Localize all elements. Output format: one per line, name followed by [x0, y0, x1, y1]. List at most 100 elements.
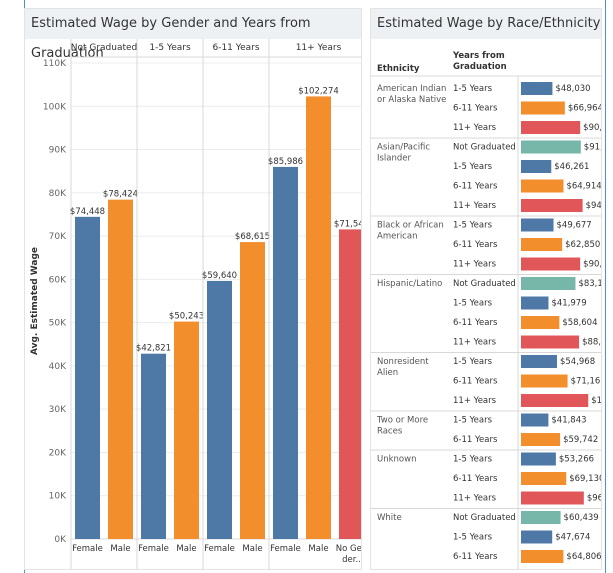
- ethnicity-label: Unknown: [377, 455, 416, 465]
- y-tick-label: 40K: [49, 362, 67, 372]
- x-tick-label: No Gen: [336, 544, 361, 554]
- ethnicity-label: American: [377, 232, 417, 242]
- years-label: 1-5 Years: [453, 162, 493, 172]
- ethnicity-label: Hispanic/Latino: [377, 279, 442, 289]
- group-header: Not Graduated: [71, 43, 138, 53]
- data-label: $102,274: [298, 86, 339, 96]
- data-label: $74,448: [70, 207, 105, 217]
- bar: [306, 96, 331, 540]
- bar: [521, 179, 564, 193]
- bar: [521, 413, 549, 427]
- years-label: 6-11 Years: [453, 377, 498, 387]
- bar: [521, 238, 563, 251]
- y-tick-label: 100K: [43, 102, 67, 112]
- years-label: 1-5 Years: [453, 533, 493, 543]
- data-label: $66,964: [568, 104, 601, 114]
- years-label: 11+ Years: [453, 338, 497, 348]
- bar: [240, 242, 265, 540]
- bar: [521, 199, 583, 212]
- x-tick-label: Male: [242, 544, 262, 554]
- y-tick-label: 30K: [49, 405, 67, 415]
- data-label: $102,737: [591, 396, 601, 406]
- bar: [521, 355, 557, 368]
- ethnicity-label: Islander: [377, 154, 412, 164]
- data-label: $91,376: [584, 143, 601, 153]
- ethnicity-label: Alien: [377, 368, 398, 378]
- years-label: 6-11 Years: [453, 435, 498, 445]
- y-tick-label: 70K: [49, 232, 67, 242]
- data-label: $58,604: [562, 318, 597, 328]
- years-label: 11+ Years: [453, 123, 497, 133]
- x-tick-label: Male: [110, 544, 130, 554]
- x-tick-label: Male: [308, 544, 328, 554]
- bar: [75, 216, 100, 539]
- bar: [521, 452, 556, 466]
- group-header: 11+ Years: [296, 43, 342, 53]
- bar: [174, 321, 199, 539]
- data-label: $49,677: [557, 221, 592, 231]
- bar: [339, 229, 361, 540]
- years-label: Not Graduated: [453, 143, 516, 153]
- years-label: 1-5 Years: [453, 357, 493, 367]
- data-label: $83,178: [578, 279, 601, 289]
- group-header: 1-5 Years: [149, 43, 191, 53]
- bar: [273, 166, 298, 539]
- data-label: $47,674: [555, 533, 590, 543]
- bar: [521, 296, 549, 310]
- data-label: $59,640: [202, 271, 237, 281]
- data-label: $46,261: [554, 162, 589, 172]
- data-label: $50,243: [169, 312, 204, 322]
- ethnicity-label: American Indian: [377, 84, 446, 94]
- data-label: $53,266: [559, 455, 594, 465]
- left-panel-title: Estimated Wage by Gender and Years from …: [25, 9, 361, 61]
- bar: [141, 353, 166, 539]
- data-label: $88,708: [582, 338, 601, 348]
- y-tick-label: 80K: [49, 189, 67, 199]
- data-label: $71,169: [571, 377, 601, 387]
- data-label: $41,843: [551, 416, 586, 426]
- years-label: 11+ Years: [453, 201, 497, 211]
- gender-wage-chart: Avg. Estimated Wage 0K 10K 20K 30K 40K 50K 60K 7…: [30, 39, 361, 569]
- bar: [207, 280, 232, 539]
- bar: [521, 550, 564, 563]
- x-tick-label: der..: [342, 555, 361, 565]
- data-label: $78,424: [103, 190, 138, 200]
- years-label: 6-11 Years: [453, 552, 498, 562]
- x-tick-label: Female: [138, 544, 169, 554]
- data-label: $59,742: [563, 435, 598, 445]
- bar: [521, 511, 561, 524]
- bar: [521, 277, 576, 290]
- years-label: 6-11 Years: [453, 104, 498, 114]
- data-label: $90,424: [583, 123, 601, 133]
- x-tick-label: Male: [176, 544, 196, 554]
- column-header: Years from: [452, 51, 505, 61]
- x-tick-label: Female: [270, 544, 301, 554]
- ethnicity-label: Races: [377, 427, 403, 437]
- data-label: $62,850: [565, 240, 600, 250]
- years-label: 6-11 Years: [453, 318, 498, 328]
- bar: [521, 472, 567, 485]
- years-label: 11+ Years: [453, 260, 497, 270]
- data-label: $60,439: [564, 513, 599, 523]
- years-label: Not Graduated: [453, 279, 516, 289]
- years-label: 11+ Years: [453, 396, 497, 406]
- years-label: 1-5 Years: [453, 299, 493, 309]
- group-header: 6-11 Years: [212, 43, 259, 53]
- years-label: 1-5 Years: [453, 84, 493, 94]
- bar: [521, 335, 580, 349]
- y-tick-label: 60K: [49, 275, 67, 285]
- ethnicity-label: Asian/Pacific: [377, 143, 430, 153]
- years-label: 1-5 Years: [453, 221, 493, 231]
- ethnicity-label: or Alaska Native: [377, 95, 446, 105]
- bar: [521, 530, 553, 544]
- years-label: 6-11 Years: [453, 240, 498, 250]
- bar: [521, 218, 554, 232]
- data-label: $71,547: [334, 219, 361, 229]
- bar: [521, 491, 584, 505]
- years-label: 6-11 Years: [453, 182, 498, 192]
- bar: [521, 121, 581, 134]
- data-label: $42,821: [136, 344, 171, 354]
- data-label: $48,030: [555, 84, 590, 94]
- data-label: $64,914: [566, 182, 601, 192]
